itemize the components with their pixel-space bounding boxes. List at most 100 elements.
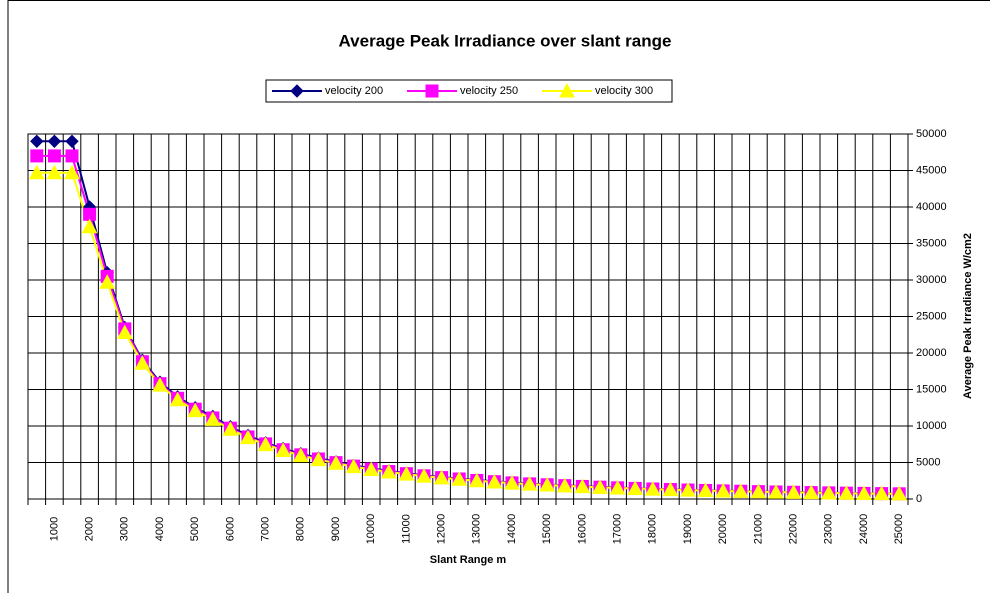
- marker: [328, 455, 344, 470]
- marker: [486, 473, 503, 489]
- marker: [539, 476, 556, 492]
- y-tick-label: 45000: [916, 164, 947, 176]
- marker: [65, 134, 79, 149]
- marker: [662, 481, 679, 497]
- x-tick-label: 2000: [84, 517, 96, 541]
- marker: [398, 466, 415, 481]
- x-tick-label: 13000: [471, 514, 483, 545]
- marker: [732, 483, 749, 498]
- y-tick-label: 10000: [916, 420, 947, 432]
- marker: [715, 482, 732, 498]
- x-tick-label: 22000: [788, 514, 800, 545]
- y-tick-label: 20000: [916, 347, 947, 359]
- marker: [838, 485, 855, 500]
- marker: [222, 421, 239, 436]
- marker: [28, 164, 45, 180]
- x-tick-label: 5000: [189, 517, 201, 541]
- x-tick-label: 11000: [400, 514, 412, 544]
- y-tick-label: 35000: [916, 237, 947, 249]
- x-tick-label: 25000: [893, 514, 905, 545]
- marker: [240, 429, 256, 445]
- x-tick-label: 21000: [752, 514, 764, 545]
- x-tick-label: 23000: [823, 514, 835, 545]
- legend-label: velocity 250: [460, 85, 518, 97]
- marker: [47, 149, 61, 163]
- marker: [609, 479, 626, 495]
- chart-title: Average Peak Irradiance over slant range: [339, 31, 672, 50]
- marker: [820, 484, 837, 500]
- marker: [169, 391, 186, 407]
- marker: [433, 469, 450, 485]
- x-tick-label: 17000: [612, 514, 624, 545]
- marker: [204, 411, 221, 426]
- x-tick-label: 8000: [295, 517, 307, 541]
- marker: [592, 479, 608, 494]
- marker: [290, 84, 304, 98]
- marker: [680, 482, 696, 497]
- x-tick-label: 4000: [154, 517, 166, 541]
- marker: [559, 82, 575, 98]
- marker: [363, 461, 380, 477]
- y-tick-label: 40000: [916, 201, 947, 213]
- marker: [380, 463, 397, 479]
- plot-area: [27, 133, 909, 500]
- x-tick-label: 24000: [858, 514, 870, 545]
- marker: [30, 134, 44, 149]
- x-axis-title: Slant Range m: [430, 554, 507, 566]
- y-tick-label: 25000: [916, 310, 947, 322]
- marker: [891, 485, 908, 501]
- marker: [65, 149, 79, 163]
- marker: [785, 484, 802, 499]
- x-tick-label: 20000: [717, 514, 729, 545]
- legend: velocity 200 velocity 250 velocity 300: [265, 79, 673, 103]
- marker: [451, 471, 468, 486]
- x-tick-label: 7000: [260, 517, 272, 541]
- marker: [99, 274, 116, 289]
- marker: [275, 442, 292, 457]
- x-tick-label: 6000: [224, 517, 236, 541]
- x-tick-label: 1000: [48, 517, 60, 541]
- marker: [468, 472, 485, 488]
- legend-label: velocity 200: [325, 85, 383, 97]
- y-tick-label: 5000: [916, 456, 940, 468]
- marker: [345, 458, 362, 474]
- legend-label: velocity 300: [595, 85, 653, 97]
- y-tick-label: 0: [916, 493, 922, 505]
- marker: [134, 355, 151, 370]
- marker: [292, 447, 309, 463]
- marker: [856, 485, 872, 500]
- y-tick-label: 50000: [916, 128, 947, 140]
- x-tick-label: 3000: [119, 517, 131, 541]
- x-tick-label: 9000: [330, 517, 342, 541]
- x-tick-label: 16000: [576, 514, 588, 545]
- x-tick-label: 18000: [647, 514, 659, 545]
- marker: [803, 484, 820, 500]
- marker: [81, 218, 98, 234]
- marker: [83, 207, 97, 221]
- y-tick-label: 15000: [916, 383, 947, 395]
- x-tick-label: 19000: [682, 514, 694, 545]
- marker: [46, 164, 63, 180]
- marker: [627, 480, 644, 496]
- marker: [644, 481, 661, 496]
- x-tick-label: 15000: [541, 514, 553, 545]
- marker: [187, 402, 204, 418]
- marker: [64, 164, 80, 180]
- marker: [750, 483, 767, 499]
- marker: [521, 476, 538, 491]
- marker: [574, 478, 591, 494]
- marker: [416, 468, 432, 483]
- marker: [30, 149, 44, 163]
- marker: [152, 377, 168, 392]
- marker: [116, 324, 133, 340]
- y-tick-label: 30000: [916, 274, 947, 286]
- x-tick-label: 10000: [365, 514, 377, 545]
- marker: [504, 475, 520, 490]
- y-axis-title: Average Peak Irradiance W/cm2: [962, 233, 974, 399]
- marker: [697, 482, 714, 498]
- marker: [47, 134, 62, 149]
- marker: [768, 484, 784, 499]
- marker: [310, 451, 327, 467]
